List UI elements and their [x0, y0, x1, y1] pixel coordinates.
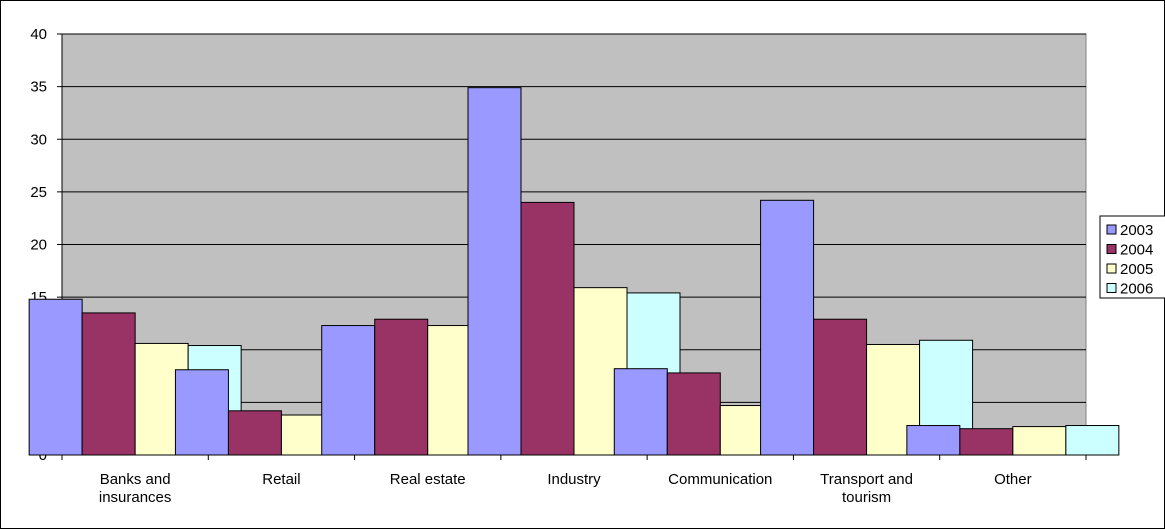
y-tick-label: 25	[30, 184, 47, 201]
x-category-label: Real estate	[390, 471, 466, 488]
legend-swatch-2003	[1106, 224, 1117, 235]
x-category-label: tourism	[842, 489, 891, 506]
bar-2003	[613, 368, 668, 456]
legend-label: 2003	[1120, 222, 1153, 239]
bar-2004	[81, 312, 136, 456]
bar-2004	[959, 428, 1014, 456]
legend-label: 2005	[1120, 261, 1153, 278]
x-category-label: Communication	[668, 471, 772, 488]
bar-2004	[666, 372, 721, 456]
bar-2006	[1065, 425, 1120, 456]
bar-2003	[467, 87, 522, 456]
bar-2003	[321, 325, 376, 456]
plot-area: 0510152025303540Banks andinsurancesRetai…	[28, 26, 1120, 506]
legend-label: 2004	[1120, 242, 1153, 259]
x-category-label: insurances	[99, 489, 172, 506]
legend-swatch-2004	[1106, 244, 1117, 254]
legend-swatch-2006	[1106, 283, 1117, 293]
y-tick-label: 35	[30, 79, 47, 96]
y-tick-label: 30	[30, 131, 47, 148]
x-category-label: Transport and	[820, 471, 913, 488]
x-category-label: Banks and	[100, 471, 171, 488]
bar-2004	[520, 201, 575, 456]
bar-2004	[374, 318, 429, 456]
x-category-label: Other	[994, 471, 1032, 488]
x-category-label: Industry	[547, 471, 601, 488]
x-category-label: Retail	[262, 471, 300, 488]
bar-2004	[813, 318, 868, 456]
bar-2003	[28, 298, 83, 456]
legend: 2003 2004 2005 2006	[1099, 215, 1165, 299]
bar-2005	[1012, 426, 1067, 456]
bar-2003	[174, 369, 229, 456]
y-tick-label: 20	[30, 237, 47, 254]
bar-2003	[906, 425, 961, 456]
bar-2003	[760, 199, 815, 456]
y-tick-label: 40	[30, 26, 47, 43]
legend-label: 2006	[1120, 281, 1153, 298]
legend-swatch-2005	[1106, 263, 1117, 274]
bar-2004	[227, 410, 282, 456]
